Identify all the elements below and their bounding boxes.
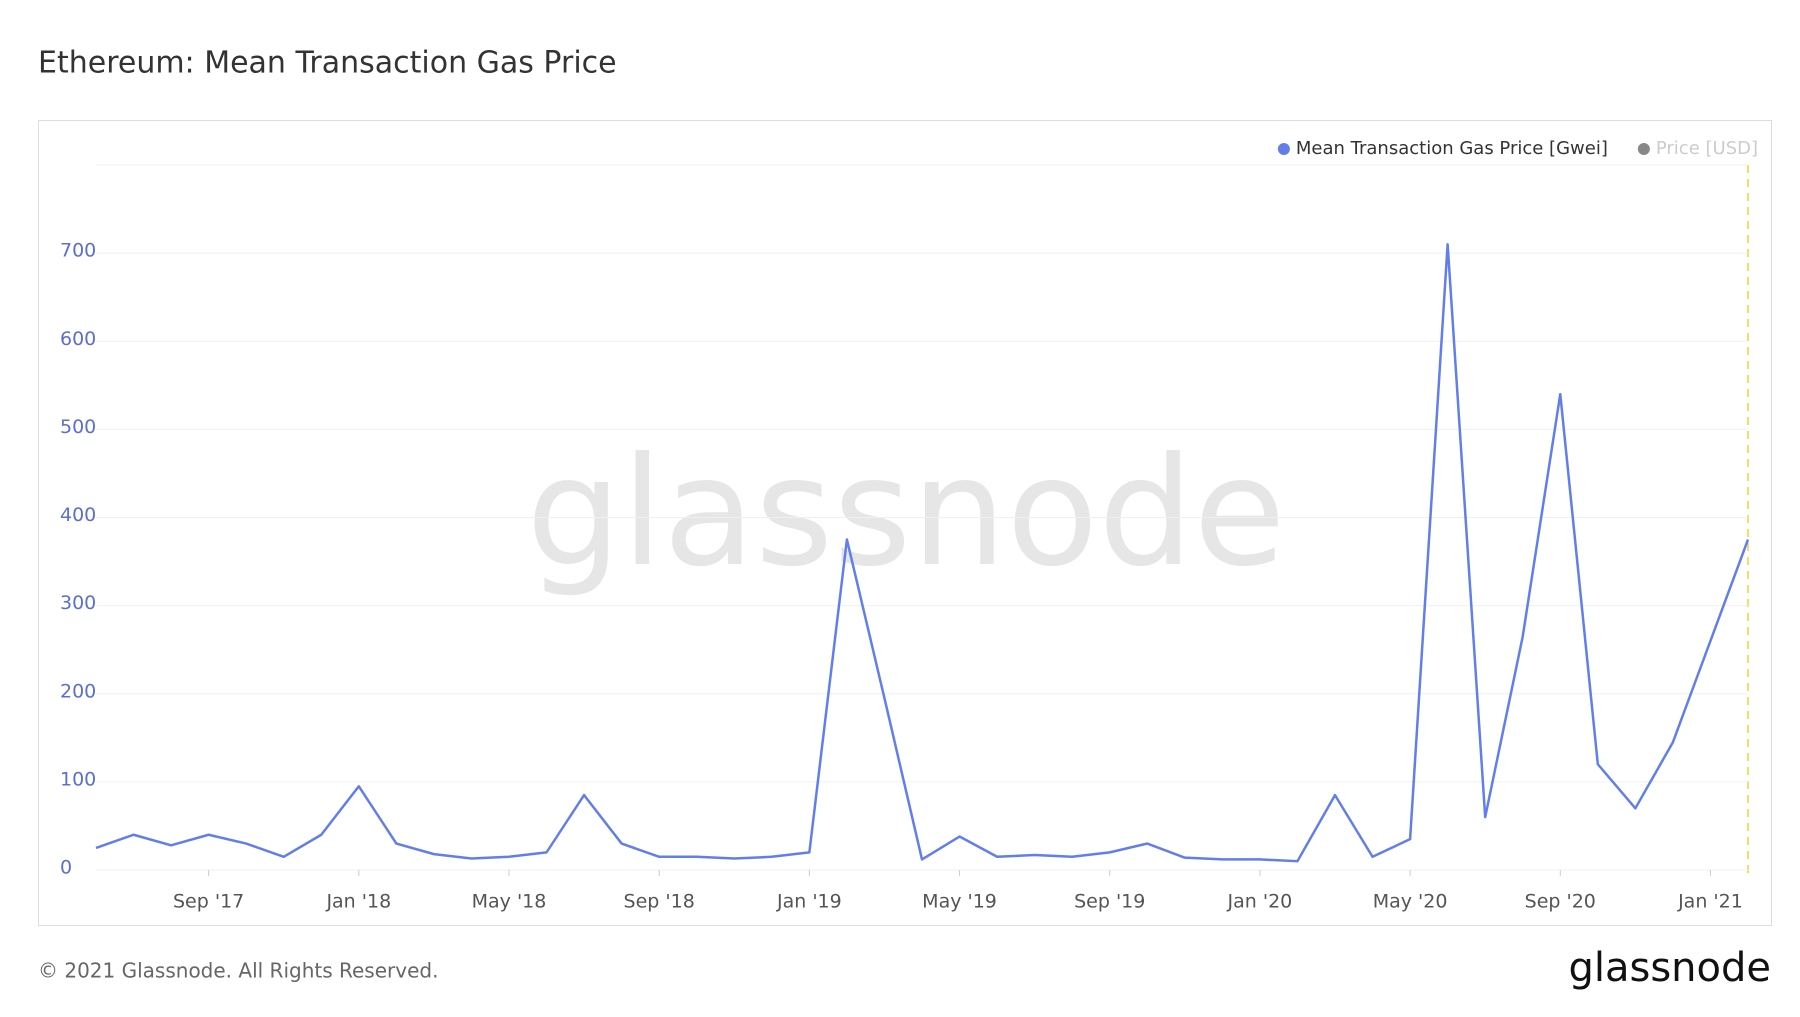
footer: © 2021 Glassnode. All Rights Reserved. (38, 959, 438, 983)
watermark: glassnode (526, 426, 1285, 600)
x-tick-label: Jan '18 (325, 891, 391, 913)
legend-marker[interactable] (1637, 143, 1650, 155)
legend-marker[interactable] (1277, 143, 1290, 155)
y-tick-label: 400 (60, 504, 96, 526)
x-tick-label: May '19 (922, 891, 997, 913)
x-tick-label: Jan '21 (1677, 891, 1743, 913)
legend-label[interactable]: Mean Transaction Gas Price [Gwei] (1296, 138, 1608, 159)
chart-title: Ethereum: Mean Transaction Gas Price (38, 46, 617, 81)
x-tick-label: Jan '19 (776, 891, 842, 913)
x-tick-label: May '20 (1373, 891, 1448, 913)
y-tick-label: 100 (60, 768, 96, 790)
legend-label[interactable]: Price [USD] (1656, 138, 1758, 159)
y-tick-label: 300 (60, 592, 96, 614)
logo: glassnode (1568, 945, 1771, 991)
x-tick-label: Sep '19 (1074, 891, 1145, 913)
x-tick-label: Sep '17 (173, 891, 244, 913)
chart-frame (38, 120, 1772, 926)
x-tick-label: Sep '20 (1525, 891, 1596, 913)
y-tick-label: 700 (60, 240, 96, 262)
y-tick-label: 500 (60, 416, 96, 438)
y-tick-label: 0 (60, 857, 72, 879)
x-tick-label: Jan '20 (1227, 891, 1293, 913)
series-line (95, 243, 1750, 863)
y-tick-label: 200 (60, 680, 96, 702)
x-tick-label: May '18 (472, 891, 547, 913)
x-tick-label: Sep '18 (624, 891, 695, 913)
y-tick-label: 600 (60, 328, 96, 350)
